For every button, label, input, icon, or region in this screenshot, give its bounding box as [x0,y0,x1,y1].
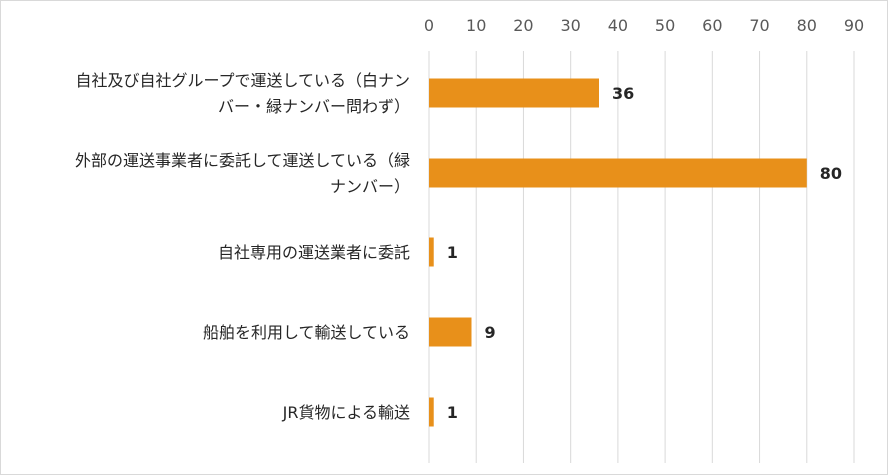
category-label-2-line-1: 外部の運送事業者に委託して運送している（緑 [75,151,410,170]
data-label-5: 1 [447,403,458,422]
category-label-1-line-1: 自社及び自社グループで運送している（白ナン [75,71,410,90]
x-tick-label-80: 80 [797,16,817,35]
category-label-4: 船舶を利用して輸送している [203,323,410,342]
category-label-5: JR貨物による輸送 [282,403,410,422]
bar-1 [429,78,599,108]
x-tick-label-30: 30 [560,16,580,35]
bar-4 [429,317,472,347]
x-tick-label-50: 50 [655,16,675,35]
bar-3 [429,237,434,267]
x-tick-label-70: 70 [749,16,769,35]
category-label-3: 自社専用の運送業者に委託 [218,243,410,262]
bars [429,78,807,427]
data-label-2: 80 [820,164,842,183]
bar-5 [429,397,434,427]
bar-2 [429,158,807,188]
data-labels: 36 80 1 9 1 [447,84,842,422]
x-tick-label-60: 60 [702,16,722,35]
x-tick-label-90: 90 [844,16,864,35]
category-label-2-line-2: ナンバー） [330,177,410,196]
data-label-4: 9 [485,323,496,342]
category-label-1-line-2: バー・緑ナンバー問わず） [218,97,410,116]
data-label-1: 36 [612,84,634,103]
gridlines [428,51,855,463]
x-tick-label-40: 40 [608,16,628,35]
data-label-3: 1 [447,243,458,262]
x-tick-label-0: 0 [424,16,434,35]
x-axis-tick-labels: 0 10 20 30 40 50 60 70 80 90 [424,16,864,35]
x-tick-label-20: 20 [513,16,533,35]
x-tick-label-10: 10 [466,16,486,35]
